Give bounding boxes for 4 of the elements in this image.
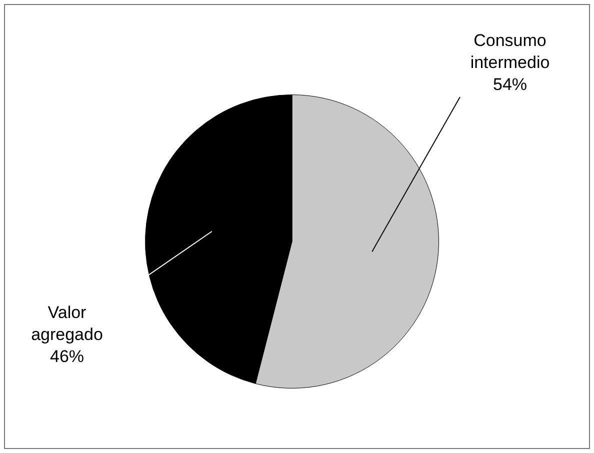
data-label: 46% [50,347,84,366]
data-label: 54% [492,75,528,94]
slice-label: Valor agregado [31,303,103,344]
slice-label: Consumo intermedio [470,31,550,72]
